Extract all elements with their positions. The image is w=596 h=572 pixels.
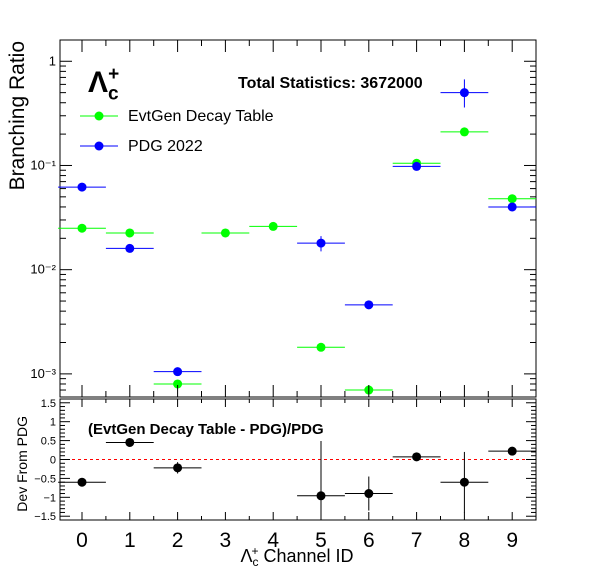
x-tick-label: 9 [506, 529, 518, 552]
bottom-y-tick-label: 1.5 [41, 398, 56, 410]
pdg-data-point [459, 88, 469, 98]
legend-pdg-marker [94, 141, 104, 151]
x-tick-label: 5 [315, 529, 327, 552]
bottom-y-tick-label: −1 [43, 492, 56, 504]
bottom-y-tick-label: 0.5 [41, 436, 56, 448]
bottom-series-group [58, 437, 537, 520]
evtgen-data-point [77, 223, 87, 233]
legend-evtgen-marker [94, 111, 104, 121]
top-y-tick-label: 10⁻³ [30, 366, 56, 381]
evtgen-data-point [316, 342, 326, 352]
top-y-tick-label: 10⁻¹ [30, 157, 56, 172]
x-tick-label: 2 [172, 529, 184, 552]
x-tick-label: 8 [459, 529, 471, 552]
deviation-data-point [77, 477, 87, 487]
bottom-y-axis: −1.5 −1 −0.5 0 0.5 1 1.5 [34, 398, 536, 523]
pdg-data-point [77, 182, 87, 192]
x-axis: 0 1 2 3 4 5 6 7 8 9 [76, 40, 518, 552]
x-tick-label: 6 [363, 529, 375, 552]
evtgen-data-point [173, 379, 183, 389]
pdg-data-point [173, 367, 183, 377]
top-y-tick-label: 10⁻² [30, 262, 56, 277]
particle-label: Λc+ [88, 64, 119, 105]
top-y-axis-title: Branching Ratio [6, 41, 29, 190]
evtgen-data-point [268, 221, 278, 231]
bottom-y-axis-title: Dev From PDG [14, 416, 30, 512]
pdg-data-point [507, 202, 517, 212]
x-tick-label: 1 [124, 529, 136, 552]
deviation-data-point [173, 463, 183, 473]
deviation-title: (EvtGen Decay Table - PDG)/PDG [88, 421, 324, 438]
top-y-axis: 10⁻³ 10⁻² 10⁻¹ 1 [30, 53, 536, 398]
evtgen-data-point [507, 194, 517, 204]
deviation-data-point [507, 446, 517, 456]
x-tick-label: 3 [220, 529, 232, 552]
bottom-y-tick-label: 0 [50, 455, 56, 467]
x-axis-title: Λc+ Channel ID [240, 544, 353, 569]
branching-ratio-panel: 10⁻³ 10⁻² 10⁻¹ 1 Λc+ Total Statistics: 3672… [6, 39, 537, 398]
legend-evtgen-label: EvtGen Decay Table [128, 108, 274, 125]
deviation-data-point [364, 489, 374, 499]
legend-pdg-label: PDG 2022 [128, 138, 203, 155]
evtgen-data-point [125, 228, 135, 238]
pdg-data-point [364, 300, 374, 310]
deviation-data-point [125, 437, 135, 447]
top-y-tick-label: 1 [49, 53, 56, 68]
pdg-data-point [412, 161, 422, 171]
pdg-data-point [125, 243, 135, 253]
deviation-data-point [316, 491, 326, 501]
bottom-y-tick-label: 1 [50, 417, 56, 429]
evtgen-data-point [459, 127, 469, 137]
top-series-group [58, 79, 537, 395]
bottom-y-tick-label: −1.5 [34, 511, 56, 523]
evtgen-data-point [220, 228, 230, 238]
deviation-panel: −1.5 −1 −0.5 0 0.5 1 1.5 (EvtGen Decay Table -… [14, 398, 537, 523]
deviation-data-point [459, 477, 469, 487]
stat-text: Total Statistics: 3672000 [238, 75, 423, 92]
x-tick-label: 0 [76, 529, 88, 552]
top-plot-frame [59, 39, 537, 398]
x-tick-label: 4 [267, 529, 279, 552]
x-tick-label: 7 [411, 529, 423, 552]
deviation-data-point [412, 452, 422, 462]
pdg-data-point [316, 238, 326, 248]
legend: EvtGen Decay Table PDG 2022 [80, 108, 274, 155]
bottom-y-tick-label: −0.5 [34, 473, 56, 485]
